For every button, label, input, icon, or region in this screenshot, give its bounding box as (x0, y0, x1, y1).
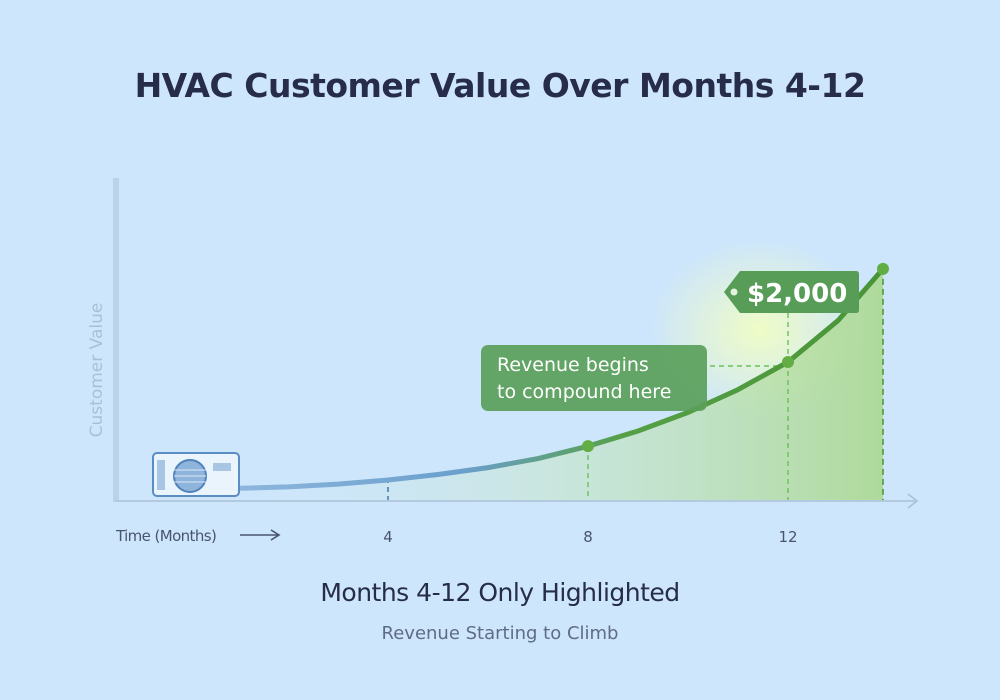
area-fill (238, 268, 883, 500)
x-tick-label: 12 (778, 528, 797, 546)
data-point (582, 440, 594, 453)
callout-line-2: to compound here (497, 381, 671, 403)
chart-subtitle: Months 4-12 Only Highlighted (320, 578, 680, 607)
x-tick-label: 8 (583, 528, 593, 546)
arrow-right-icon (240, 529, 281, 541)
x-axis-arrow-icon (907, 493, 919, 509)
x-axis-label: Time (Months) (115, 527, 216, 545)
callout-line-1: Revenue begins (497, 354, 649, 376)
air-conditioner-icon (152, 452, 240, 497)
callout-revenue-compound: Revenue begins to compound here (481, 345, 707, 411)
price-tag: $2,000 (724, 271, 859, 313)
data-point (782, 356, 794, 368)
x-tick-label: 4 (383, 528, 393, 546)
chart-caption: Revenue Starting to Climb (381, 623, 619, 644)
y-axis (113, 178, 119, 502)
y-axis-label: Customer Value (87, 303, 107, 438)
series-line (235, 266, 886, 491)
chart-title: HVAC Customer Value Over Months 4-12 (134, 66, 866, 105)
data-point (877, 262, 889, 275)
price-tag-value: $2,000 (747, 279, 847, 309)
